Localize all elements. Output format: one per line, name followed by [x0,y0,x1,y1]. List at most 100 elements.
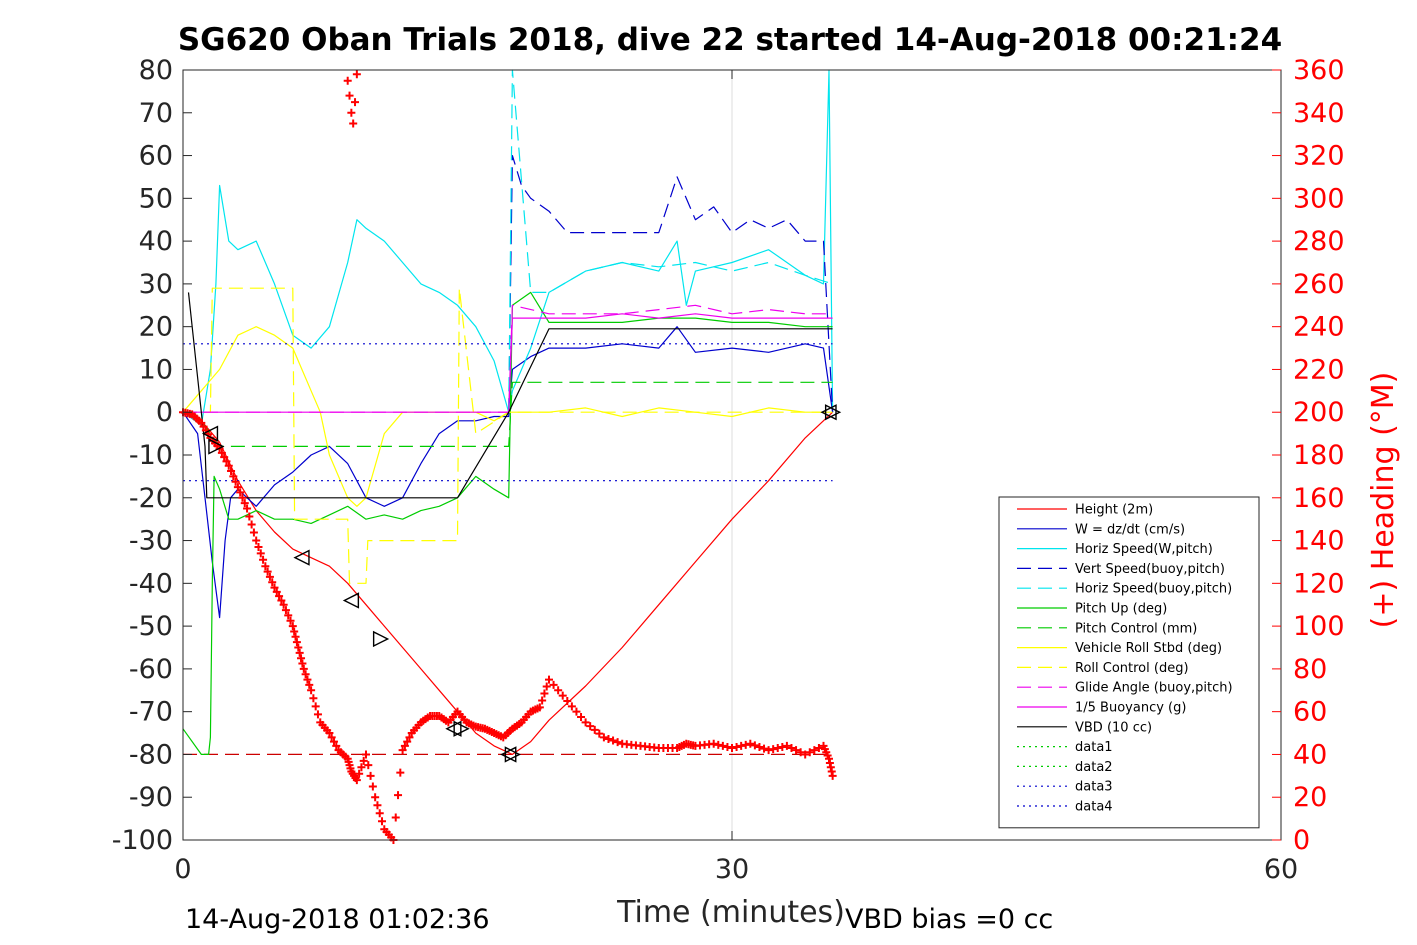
heading-point [796,748,805,757]
heading-point [769,745,778,754]
y-tick-label: 70 [139,98,173,129]
heading-point [737,741,746,750]
heading-point [538,696,547,705]
heading-point [782,741,791,750]
heading-point [542,682,551,691]
legend-entry: data3 [1075,780,1113,795]
heading-point [609,736,618,745]
y2-axis-label: (+) Heading (°M) [1366,372,1401,629]
heading-point [364,761,373,770]
heading-point [590,725,599,734]
y2-tick-label: 20 [1293,782,1327,813]
heading-point [586,722,595,731]
y2-tick-label: 0 [1293,825,1310,856]
triangle-marker [500,746,517,763]
triangle-marker [453,720,470,737]
y2-tick-label: 160 [1293,483,1345,514]
y-tick-label: 20 [139,312,173,343]
heading-point [368,782,377,791]
y2-tick-label: 320 [1293,141,1345,172]
legend-entry: Glide Angle (buoy,pitch) [1075,681,1233,696]
heading-point [220,453,229,462]
heading-point [294,643,303,652]
heading-point [750,741,759,750]
heading-point [309,694,318,703]
triangle-marker [820,404,837,421]
y-tick-label: -20 [129,483,173,514]
heading-point [351,98,360,107]
heading-point [261,562,270,571]
heading-point [357,763,366,772]
heading-point [240,499,249,508]
series-w-dz-dt-cm-s [182,326,834,619]
heading-point [256,549,265,558]
heading-point [233,483,242,492]
heading-point [311,702,320,711]
series-pitch-up-deg [182,291,833,756]
heading-point [567,702,576,711]
heading-point [247,520,256,529]
heading-point [345,91,354,100]
y-tick-label: -60 [129,654,173,685]
heading-point [375,809,384,818]
heading-point [540,689,549,698]
heading-point [545,675,553,684]
heading-point [229,472,238,481]
footer-vbd-bias: VBD bias =0 cc [845,904,1053,935]
heading-point [299,664,308,673]
heading-point [243,504,252,513]
triangle-marker [372,630,390,648]
heading-point [378,817,387,826]
y-tick-label: -90 [129,782,173,813]
legend-entry: data2 [1075,760,1113,775]
heading-point [549,680,558,689]
heading-point [259,555,268,564]
series-horiz-speed-w-pitch [182,69,834,426]
legend-entry: data4 [1075,800,1113,815]
legend-entry: Horiz Speed(buoy,pitch) [1075,582,1232,597]
heading-point [728,744,736,753]
heading-point [760,744,769,753]
heading-point [305,680,314,689]
heading-point [563,696,572,705]
heading-point [329,737,338,746]
heading-point [801,750,810,759]
heading-point [613,738,622,747]
heading-point [249,528,258,537]
heading-point [810,746,819,755]
heading-point [755,742,764,751]
heading-point [391,813,400,822]
heading-point [263,567,272,576]
series-roll-control-deg [183,287,833,584]
heading-point [238,493,247,502]
y2-tick-label: 200 [1293,397,1345,428]
heading-point [349,119,358,128]
heading-point [366,771,375,780]
footer-timestamp: 14-Aug-2018 01:02:36 [185,904,490,935]
y-tick-label: -80 [129,739,173,770]
series-height-2m [182,411,834,756]
y-tick-label: 40 [139,226,173,257]
y2-tick-label: 340 [1293,98,1345,129]
heading-point [792,746,801,755]
y-tick-label: -50 [129,611,173,642]
y-tick-label: -10 [129,440,173,471]
heading-point [709,739,718,748]
legend-entry: Vehicle Roll Stbd (deg) [1075,641,1222,656]
heading-point [778,742,787,751]
heading-point [403,737,412,746]
y-tick-label: -70 [129,697,173,728]
y2-tick-label: 40 [1293,739,1327,770]
heading-point [371,793,380,802]
series-glide-angle-buoy-pitch [183,304,833,413]
heading-point [396,768,405,777]
legend: Height (2m) W = dz/dt (cm/s) Horiz Speed(W… [998,496,1260,829]
heading-point [343,76,352,85]
heading-point [741,740,750,749]
heading-point [236,488,245,497]
heading-point [352,776,361,785]
heading-point [581,718,590,727]
heading-point [313,710,322,719]
legend-entry: 1/5 Buoyancy (g) [1075,701,1186,716]
